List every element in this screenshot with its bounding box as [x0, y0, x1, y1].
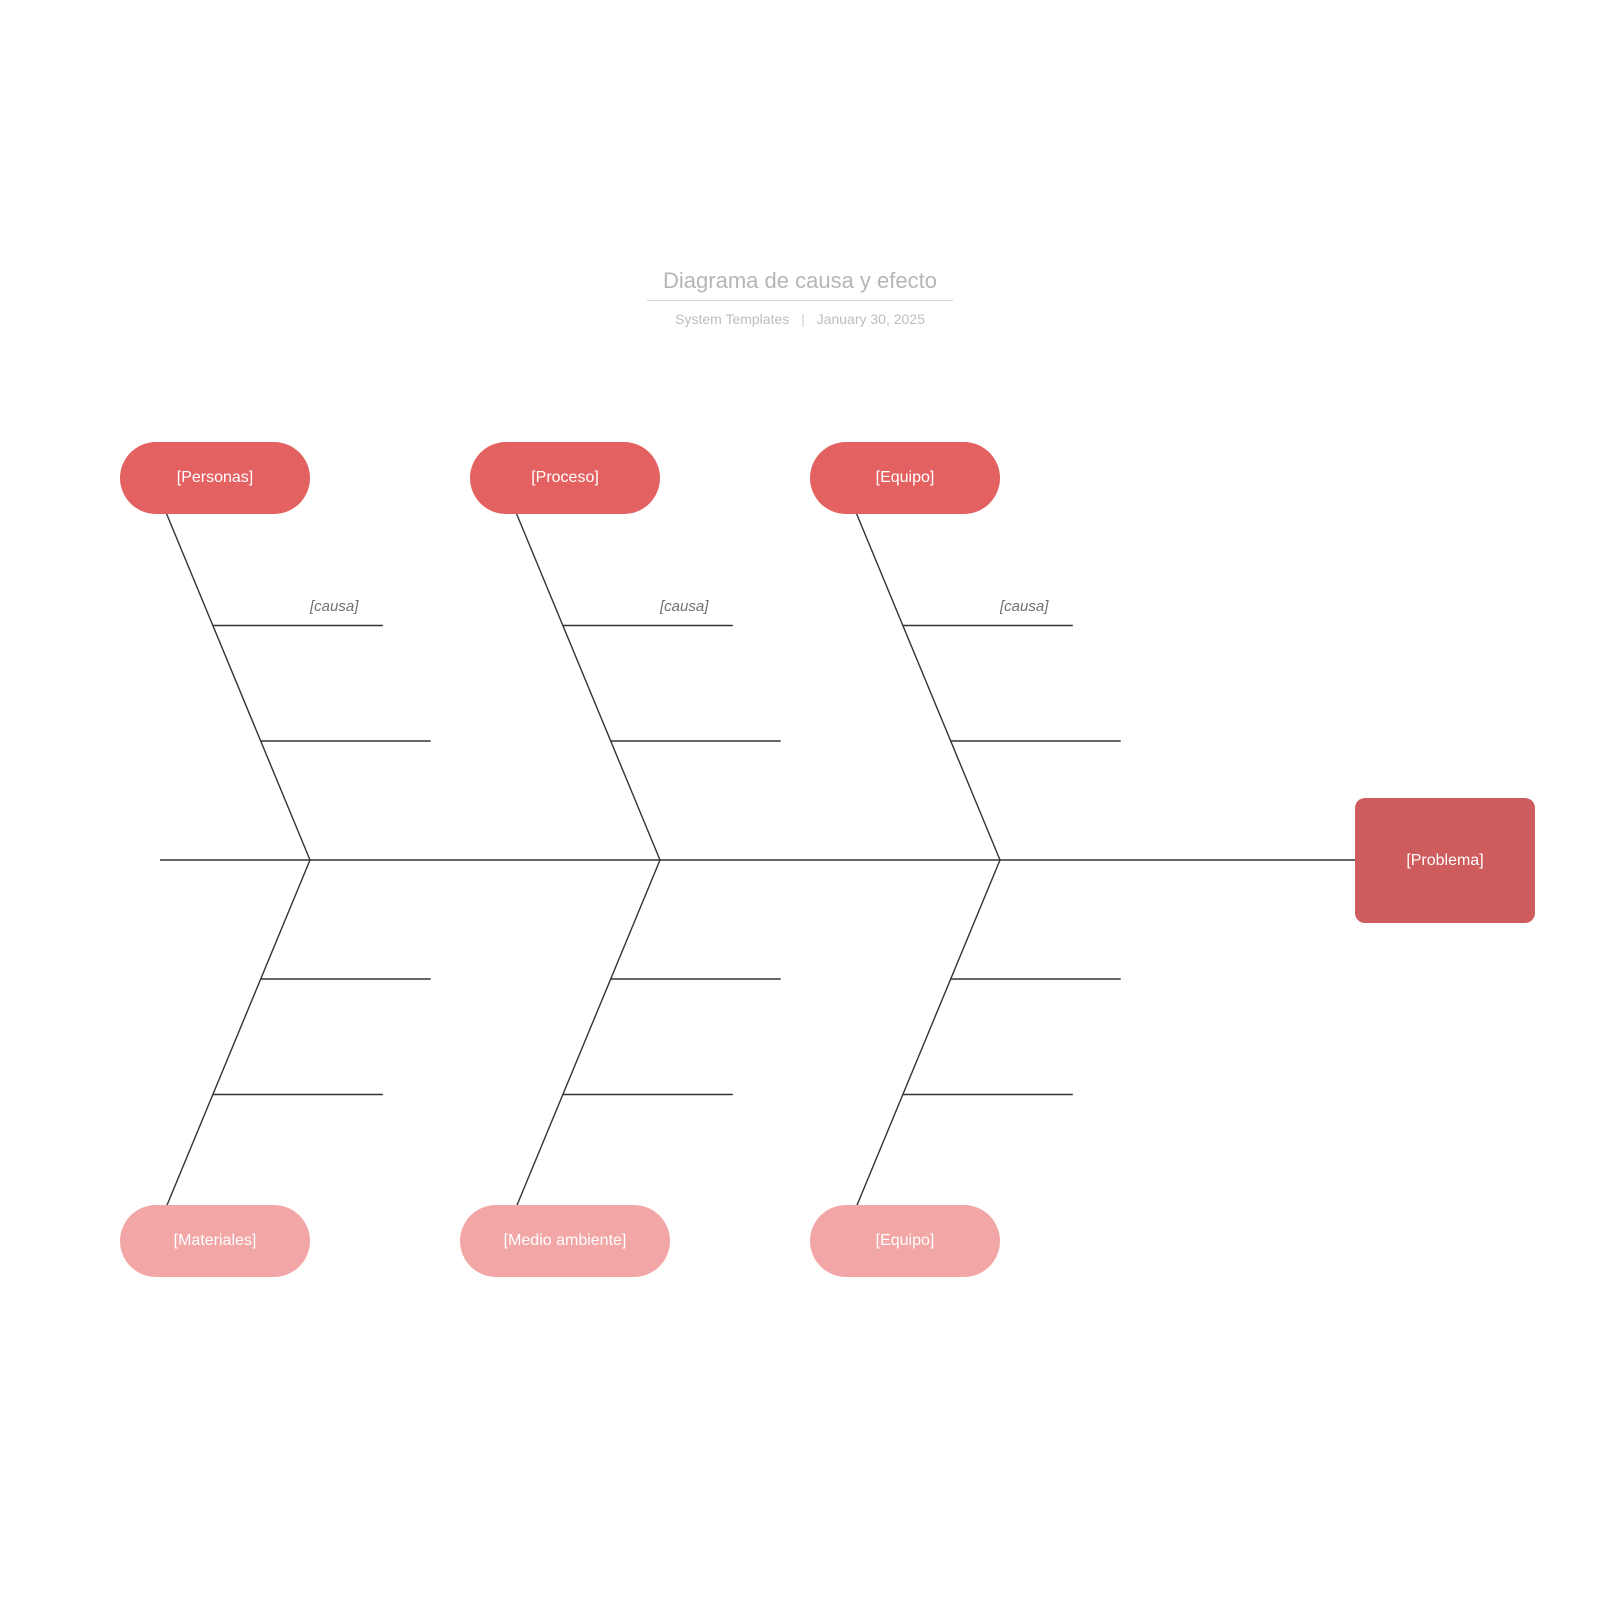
author-label: System Templates [675, 311, 789, 327]
cause-label-0[interactable]: [causa] [310, 598, 358, 615]
diagram-canvas: Diagrama de causa y efecto System Templa… [0, 0, 1600, 1600]
cause-label-1[interactable]: [causa] [660, 598, 708, 615]
category-bottom-0[interactable]: [Materiales] [120, 1205, 310, 1277]
separator-icon: | [801, 311, 805, 327]
date-label: January 30, 2025 [817, 311, 925, 327]
category-bottom-1[interactable]: [Medio ambiente] [460, 1205, 670, 1277]
diagram-title: Diagrama de causa y efecto [647, 268, 953, 301]
cause-label-2[interactable]: [causa] [1000, 598, 1048, 615]
category-bottom-2[interactable]: [Equipo] [810, 1205, 1000, 1277]
category-top-2[interactable]: [Equipo] [810, 442, 1000, 514]
problem-node[interactable]: [Problema] [1355, 798, 1535, 923]
diagram-subtitle: System Templates | January 30, 2025 [0, 311, 1600, 327]
diagram-header: Diagrama de causa y efecto System Templa… [0, 268, 1600, 327]
category-top-1[interactable]: [Proceso] [470, 442, 660, 514]
category-top-0[interactable]: [Personas] [120, 442, 310, 514]
